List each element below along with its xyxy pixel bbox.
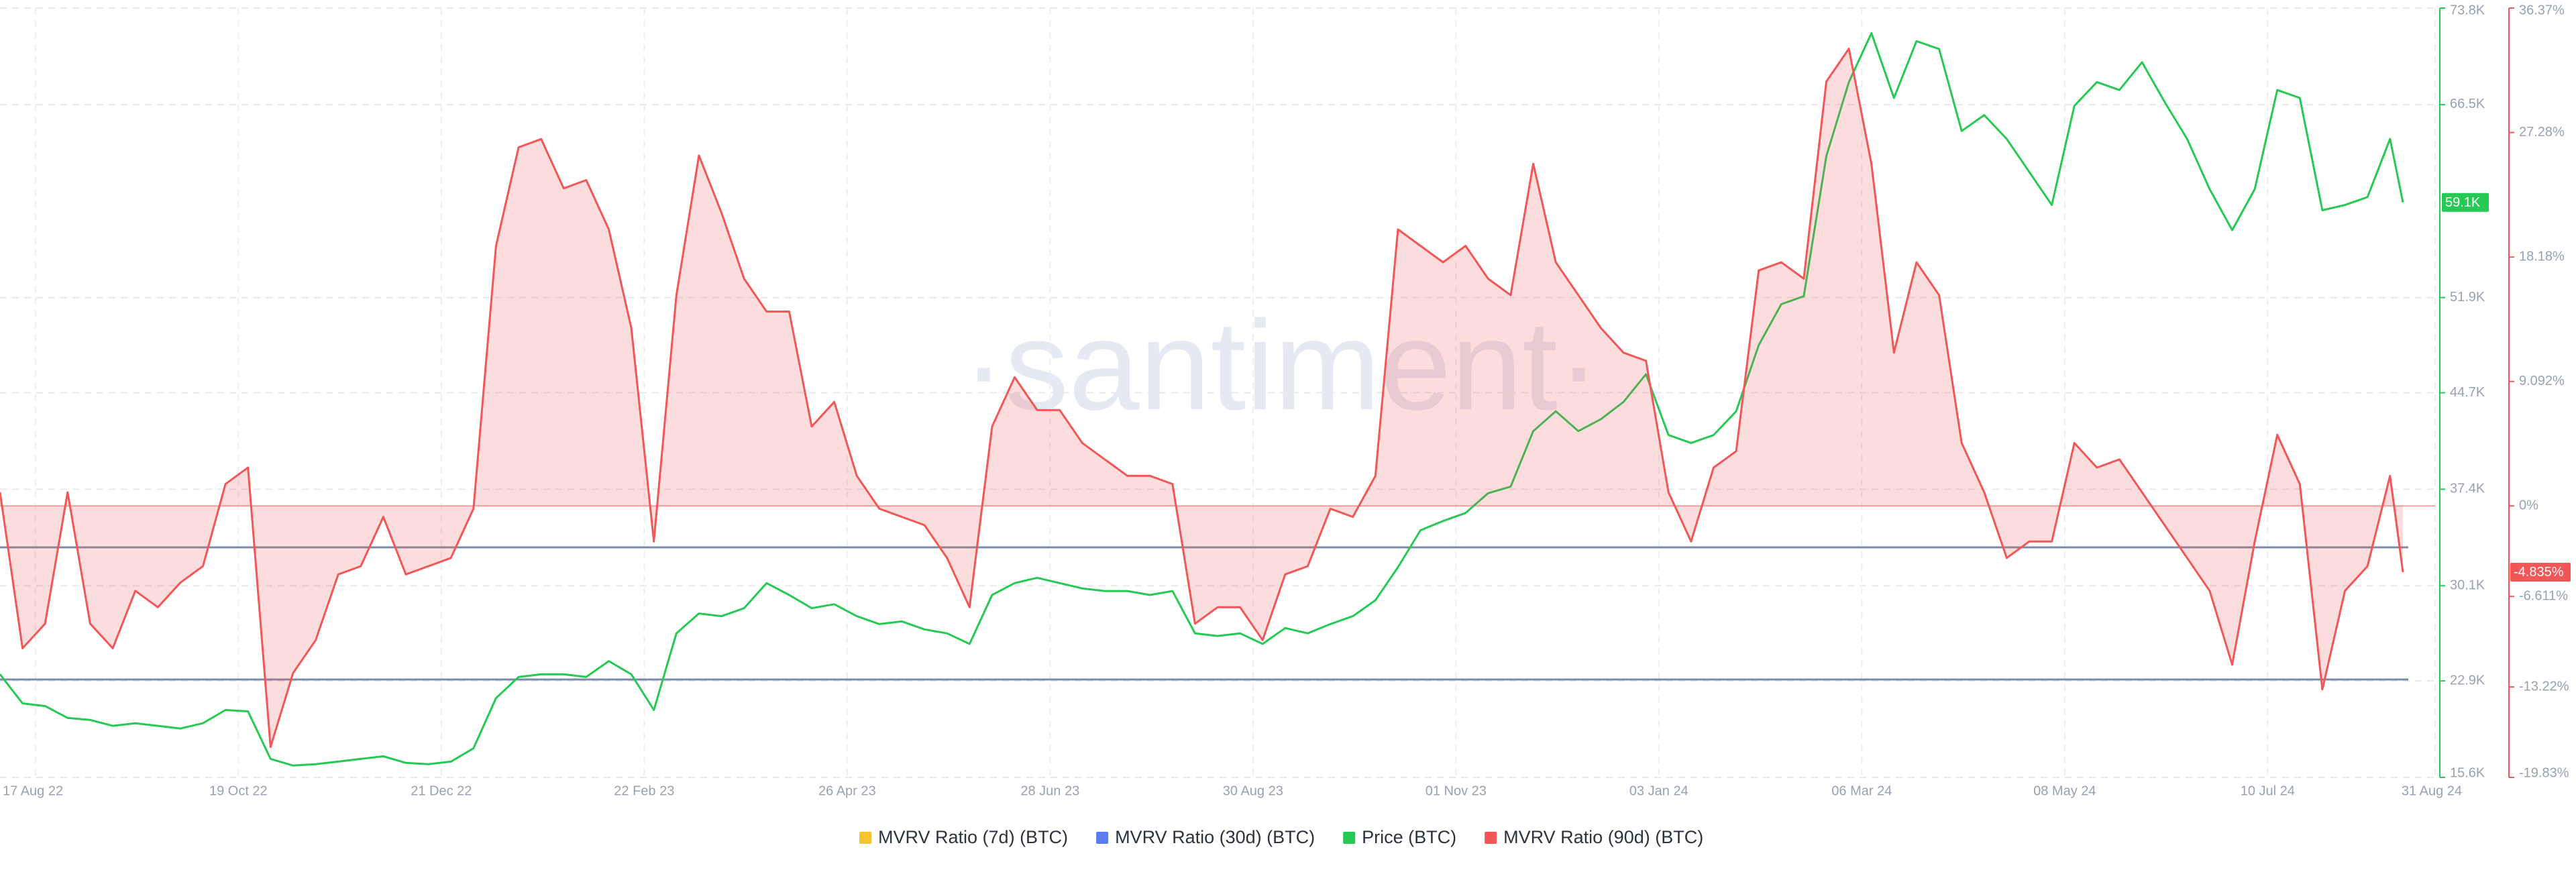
value-badge	[2510, 562, 2571, 582]
legend-label: MVRV Ratio (90d) (BTC)	[1503, 827, 1703, 847]
y-tick-label: 73.8K	[2450, 3, 2485, 17]
area	[0, 48, 2403, 747]
y2-tick-label: 27.28%	[2519, 125, 2565, 140]
legend-label: Price (BTC)	[1362, 827, 1456, 847]
y-tick-label: 44.7K	[2450, 385, 2485, 400]
value-badge-label: -4.835%	[2514, 565, 2564, 580]
x-tick-label: 31 Aug 24	[2402, 783, 2462, 798]
line	[0, 32, 2404, 767]
y-tick-label: 66.5K	[2450, 97, 2485, 111]
x-tick-label: 03 Jan 24	[1629, 783, 1688, 798]
line	[0, 48, 2404, 748]
x-tick-label: 19 Oct 22	[209, 783, 268, 798]
y-tick-label: 30.1K	[2450, 578, 2485, 593]
legend-label: MVRV Ratio (7d) (BTC)	[878, 827, 1068, 847]
x-tick-label: 10 Jul 24	[2241, 783, 2295, 798]
y2-tick-label: 0%	[2519, 498, 2538, 513]
y2-tick-label: 9.092%	[2519, 374, 2565, 388]
x-tick-label: 30 Aug 23	[1223, 783, 1283, 798]
y2-tick-label: -6.611%	[2519, 588, 2568, 603]
x-tick-label: 26 Apr 23	[818, 783, 876, 798]
x-tick-label: 22 Feb 23	[614, 783, 674, 798]
y-tick-label: 22.9K	[2450, 673, 2485, 688]
legend-swatch	[859, 832, 871, 844]
y-tick-label: 51.9K	[2450, 290, 2485, 305]
x-tick-label: 01 Nov 23	[1426, 783, 1487, 798]
y2-tick-label: -19.83%	[2519, 765, 2569, 780]
y2-tick-label: -13.22%	[2519, 679, 2569, 694]
y2-tick-label: 18.18%	[2519, 250, 2565, 264]
x-tick-label: 28 Jun 23	[1020, 783, 1079, 798]
watermark: ·santiment·	[963, 294, 1600, 437]
legend-swatch	[1343, 832, 1356, 844]
legend-swatch	[1096, 832, 1109, 844]
x-tick-label: 06 Mar 24	[1831, 783, 1892, 798]
x-tick-label: 08 May 24	[2033, 783, 2096, 798]
value-badge-label: 59.1K	[2445, 195, 2481, 210]
x-tick-label: 17 Aug 22	[3, 783, 63, 798]
y2-tick-label: 36.37%	[2519, 3, 2565, 17]
y-tick-label: 37.4K	[2450, 482, 2485, 496]
legend-label: MVRV Ratio (30d) (BTC)	[1115, 827, 1315, 847]
legend-swatch	[1485, 832, 1497, 844]
y-tick-label: 15.6K	[2450, 765, 2485, 780]
value-badge	[2442, 193, 2489, 212]
x-tick-label: 21 Dec 22	[411, 783, 472, 798]
grid	[0, 7, 2436, 778]
